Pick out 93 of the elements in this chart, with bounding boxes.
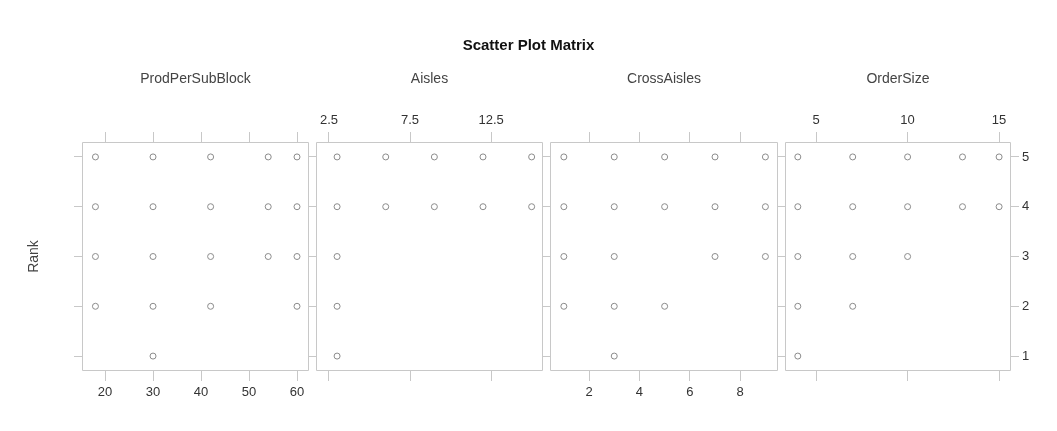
- point: [995, 153, 1003, 161]
- point: [849, 302, 857, 310]
- point: [761, 253, 769, 260]
- point: [91, 302, 99, 310]
- x-tick-label: 6: [686, 384, 694, 400]
- point: [149, 253, 157, 260]
- point: [904, 203, 912, 211]
- point: [333, 253, 341, 260]
- point: [610, 302, 618, 310]
- point: [995, 203, 1003, 211]
- point: [904, 253, 912, 260]
- point: [761, 203, 769, 211]
- point: [661, 153, 669, 161]
- point: [560, 253, 568, 260]
- point: [149, 153, 157, 161]
- point: [333, 203, 341, 211]
- chart-title: OrderSize: [865, 70, 931, 86]
- point: [91, 253, 99, 260]
- point: [610, 253, 618, 260]
- point: [333, 352, 341, 360]
- point: [149, 203, 157, 211]
- point: [207, 253, 215, 260]
- y-tick-label: 3: [1022, 248, 1030, 264]
- point: [849, 203, 857, 211]
- y-tick-label: 4: [1022, 198, 1030, 214]
- x-tick-label: 2.5: [319, 111, 339, 127]
- text: Scatter Plot Matrix: [461, 36, 596, 53]
- point: [264, 203, 272, 211]
- point: [711, 253, 719, 260]
- point: [293, 203, 301, 211]
- point: [849, 253, 857, 260]
- point: [794, 203, 802, 211]
- point: [479, 153, 487, 161]
- point: [661, 302, 669, 310]
- point: [904, 153, 912, 161]
- point: [794, 153, 802, 161]
- point: [91, 203, 99, 211]
- point: [959, 203, 967, 211]
- point: [207, 203, 215, 211]
- point: [849, 153, 857, 161]
- point: [293, 253, 301, 260]
- chart-title: CrossAisles: [626, 70, 702, 86]
- point: [382, 203, 390, 211]
- point: [293, 302, 301, 310]
- y-tick-label: 2: [1022, 297, 1030, 313]
- point: [149, 352, 157, 360]
- point: [293, 153, 301, 161]
- x-tick-label: 50: [241, 384, 257, 400]
- point: [560, 153, 568, 161]
- x-tick-label: 4: [635, 384, 644, 400]
- point: [794, 352, 802, 360]
- point: [207, 302, 215, 310]
- x-tick-label: 12.5: [478, 111, 504, 127]
- point: [794, 253, 802, 260]
- x-tick-label: 10: [900, 111, 915, 127]
- chart-title: Aisles: [409, 70, 450, 86]
- x-tick-label: 7.5: [401, 111, 420, 127]
- chart-title: ProdPerSubBlock: [139, 70, 252, 86]
- x-tick-label: 15: [991, 111, 1007, 127]
- x-tick-label: 2: [585, 384, 593, 400]
- x-tick-label: 60: [289, 384, 305, 400]
- y-tick-label: 5: [1022, 148, 1030, 164]
- x-tick-label: 20: [97, 384, 113, 400]
- point: [430, 153, 438, 161]
- point: [959, 153, 967, 161]
- point: [761, 153, 769, 161]
- point: [610, 153, 618, 161]
- point: [794, 302, 802, 310]
- point: [479, 203, 487, 211]
- point: [560, 302, 568, 310]
- point: [264, 253, 272, 260]
- x-tick-label: 30: [145, 384, 161, 400]
- point: [610, 203, 618, 211]
- y-tick-label: 1: [1022, 347, 1030, 363]
- x-tick-label: 8: [736, 384, 744, 400]
- point: [91, 153, 99, 161]
- point: [264, 153, 272, 161]
- point: [149, 302, 157, 310]
- point: [333, 302, 341, 310]
- x-tick-label: 40: [193, 384, 209, 400]
- point: [430, 203, 438, 211]
- point: [528, 203, 536, 211]
- point: [528, 153, 536, 161]
- point: [382, 153, 390, 161]
- point: [207, 153, 215, 161]
- y-axis-title: Rank: [25, 239, 42, 273]
- point: [333, 153, 341, 161]
- point: [610, 352, 618, 360]
- point: [560, 203, 568, 211]
- x-tick-label: 5: [812, 111, 820, 127]
- point: [711, 153, 719, 161]
- point: [661, 203, 669, 211]
- point: [711, 203, 719, 211]
